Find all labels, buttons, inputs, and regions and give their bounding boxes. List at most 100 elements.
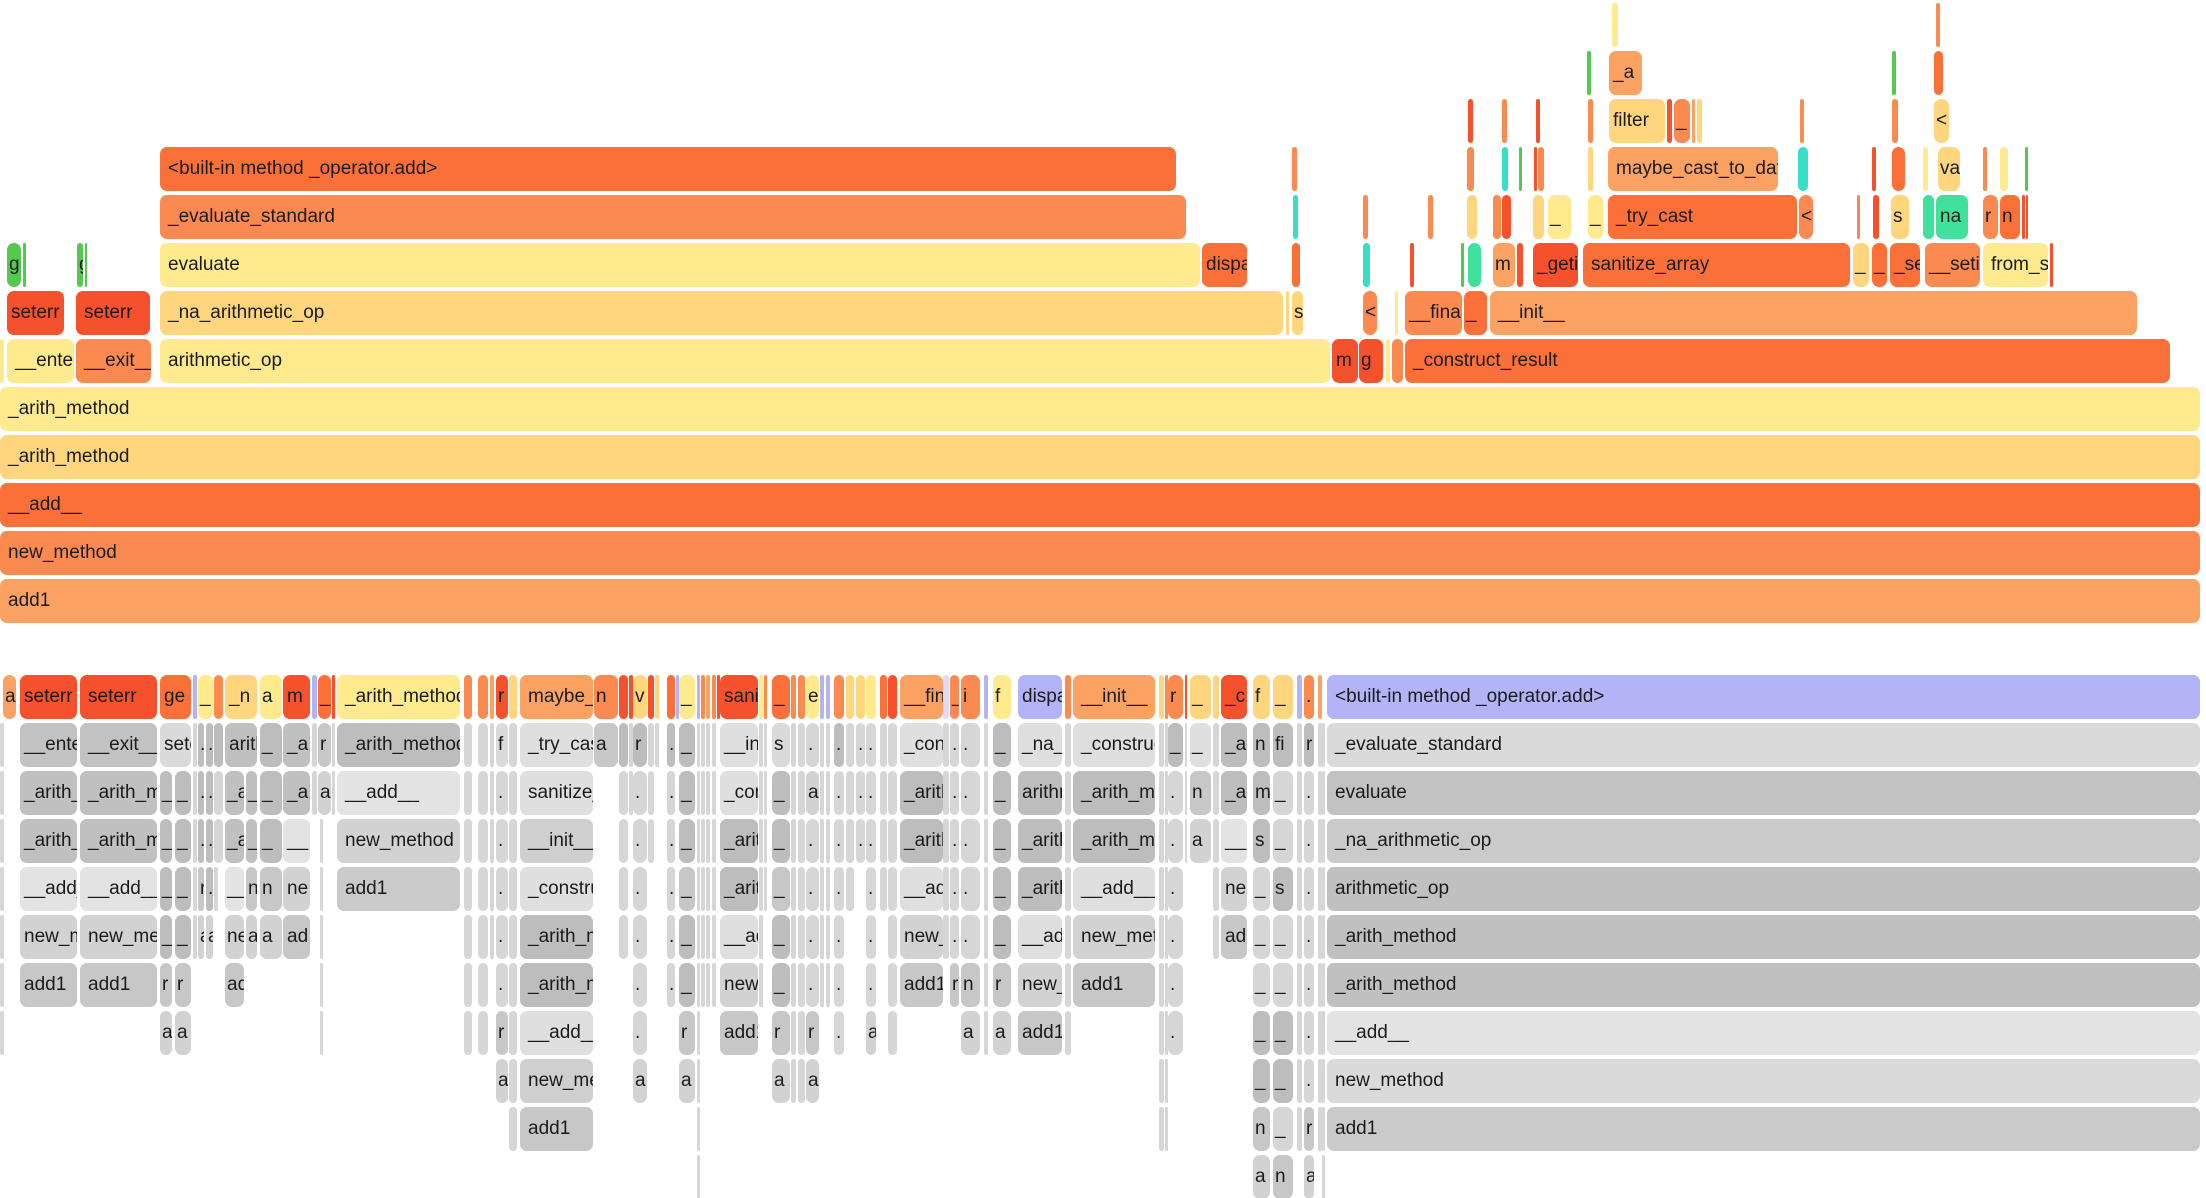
flame-bar[interactable] xyxy=(1213,675,1219,719)
flame-bar[interactable] xyxy=(509,771,517,815)
flame-bar[interactable] xyxy=(717,675,720,719)
flame-bar[interactable] xyxy=(320,867,323,911)
flame-bar-[interactable]: . xyxy=(1304,1059,1314,1103)
flame-bar-e[interactable]: e xyxy=(806,675,819,719)
flame-bar-_[interactable]: _ xyxy=(198,675,213,719)
flame-bar-_[interactable]: _ xyxy=(318,675,331,719)
flame-bar[interactable] xyxy=(798,867,805,911)
flame-bar[interactable] xyxy=(1318,771,1322,815)
flame-bar-add1[interactable]: add1 xyxy=(80,963,157,1007)
flame-bar[interactable] xyxy=(464,771,472,815)
flame-bar[interactable] xyxy=(1493,195,1501,239)
flame-bar[interactable] xyxy=(1293,195,1298,239)
flame-bar-[interactable]: . xyxy=(806,867,819,911)
flame-bar[interactable] xyxy=(1297,771,1302,815)
flame-bar[interactable] xyxy=(759,867,763,911)
flame-bar-_setitem[interactable]: _setitem xyxy=(1890,243,1920,287)
flame-bar[interactable] xyxy=(712,819,716,863)
flame-bar-_[interactable]: _ xyxy=(260,723,282,767)
flame-bar[interactable] xyxy=(1297,819,1302,863)
flame-bar[interactable] xyxy=(791,963,796,1007)
flame-bar-__init__[interactable]: __init__ xyxy=(520,819,593,863)
flame-bar-__[interactable]: __ xyxy=(283,819,310,863)
flame-bar[interactable] xyxy=(1065,1011,1071,1055)
flame-bar-dispatch[interactable]: dispatch xyxy=(1018,675,1062,719)
flame-bar-[interactable]: . xyxy=(961,915,980,959)
flame-bar-dispatch[interactable]: dispatch xyxy=(1202,243,1247,287)
flame-bar-_arith_method[interactable]: _arith_method xyxy=(80,819,157,863)
flame-bar[interactable] xyxy=(1322,915,1325,959)
flame-bar-[interactable]: . xyxy=(856,819,865,863)
flame-bar[interactable] xyxy=(1213,867,1219,911)
flame-bar[interactable] xyxy=(655,675,659,719)
flame-bar[interactable] xyxy=(478,963,488,1007)
flame-bar-a[interactable]: a xyxy=(3,675,16,719)
flame-bar-_arith_method[interactable]: _arith_method xyxy=(1073,771,1155,815)
flame-bar[interactable] xyxy=(214,771,223,815)
flame-bar-r[interactable]: r xyxy=(496,1011,508,1055)
flame-bar[interactable] xyxy=(706,915,710,959)
flame-bar-[interactable]: . xyxy=(834,819,844,863)
flame-bar-[interactable]: < xyxy=(1799,195,1813,239)
flame-bar[interactable] xyxy=(478,675,488,719)
flame-bar[interactable] xyxy=(1612,3,1618,47)
flame-bar-a[interactable]: a xyxy=(260,675,282,719)
flame-bar-a[interactable]: a xyxy=(1190,819,1211,863)
flame-bar[interactable] xyxy=(478,867,488,911)
flame-bar[interactable] xyxy=(888,915,897,959)
flame-bar-__add__[interactable]: __add__ xyxy=(900,867,943,911)
flame-bar[interactable] xyxy=(320,963,323,1007)
flame-bar[interactable] xyxy=(880,723,887,767)
flame-bar-_[interactable]: _ xyxy=(260,819,282,863)
flame-bar-[interactable]: . xyxy=(866,771,876,815)
flame-bar[interactable] xyxy=(888,867,897,911)
flame-bar[interactable] xyxy=(1159,1107,1164,1151)
flame-bar-[interactable]: . xyxy=(667,771,675,815)
flame-bar-__init__[interactable]: __init__ xyxy=(1073,675,1155,719)
flame-bar-s[interactable]: s xyxy=(1292,291,1303,335)
flame-bar[interactable] xyxy=(791,675,796,719)
flame-bar-s[interactable]: s xyxy=(1891,195,1909,239)
flame-bar[interactable] xyxy=(655,723,659,767)
flame-bar[interactable] xyxy=(490,867,494,911)
flame-bar-_construct_result[interactable]: _construct_result xyxy=(1073,723,1155,767)
flame-bar-_arith_method[interactable]: _arith_method xyxy=(520,915,593,959)
flame-bar[interactable] xyxy=(1386,339,1390,383)
flame-bar-_[interactable]: _ xyxy=(1273,915,1293,959)
flame-bar[interactable] xyxy=(1286,291,1289,335)
flame-bar[interactable] xyxy=(1297,675,1302,719)
flame-bar[interactable] xyxy=(888,675,897,719)
flame-bar-_na_arithmetic_op[interactable]: _na_arithmetic_op xyxy=(1018,723,1062,767)
flame-bar[interactable] xyxy=(509,963,517,1007)
flame-bar[interactable] xyxy=(0,1011,4,1055)
flame-bar-[interactable]: . xyxy=(1168,771,1183,815)
flame-bar[interactable] xyxy=(846,675,854,719)
flame-bar[interactable] xyxy=(1519,147,1522,191)
flame-bar[interactable] xyxy=(1936,3,1940,47)
flame-bar[interactable] xyxy=(1322,1107,1325,1151)
flame-bar-r[interactable]: r xyxy=(175,963,191,1007)
flame-bar-arithmetic_op[interactable]: arithmetic_op xyxy=(225,723,257,767)
flame-bar-_a[interactable]: _a xyxy=(225,771,244,815)
flame-bar-add1[interactable]: add1 xyxy=(520,1107,593,1151)
flame-bar-a[interactable]: a xyxy=(1304,1155,1314,1198)
flame-bar[interactable] xyxy=(0,771,4,815)
flame-bar-__add__[interactable]: __add__ xyxy=(1073,867,1155,911)
flame-bar-_[interactable]: _ xyxy=(1253,963,1270,1007)
flame-bar[interactable] xyxy=(1065,771,1071,815)
flame-bar-g[interactable]: g xyxy=(7,243,21,287)
flame-bar[interactable] xyxy=(1159,819,1164,863)
flame-bar-_[interactable]: _ xyxy=(260,771,282,815)
flame-bar-n[interactable]: n xyxy=(1190,771,1211,815)
flame-bar[interactable] xyxy=(820,819,824,863)
flame-bar-fi[interactable]: fi xyxy=(1273,723,1293,767)
flame-bar[interactable] xyxy=(1159,915,1164,959)
flame-bar-[interactable]: . xyxy=(806,819,819,863)
flame-bar-__add__[interactable]: __add__ xyxy=(20,867,77,911)
flame-bar[interactable] xyxy=(798,771,805,815)
flame-bar-[interactable]: . xyxy=(633,915,647,959)
flame-bar-ad[interactable]: ad xyxy=(1221,915,1247,959)
flame-bar-_try_cast[interactable]: _try_cast xyxy=(520,723,593,767)
flame-bar-sanitize_array[interactable]: sanitize_array xyxy=(1583,243,1850,287)
flame-bar-_[interactable]: _ xyxy=(175,867,191,911)
